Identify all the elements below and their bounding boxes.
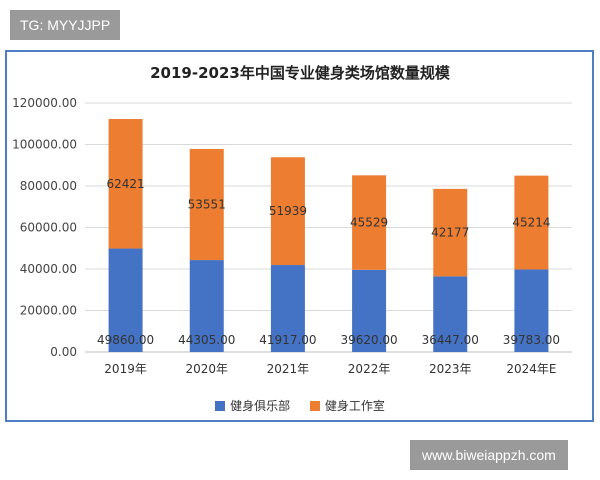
bar-club [189,260,224,352]
bar-studio [108,119,143,249]
bar-club [514,269,549,352]
legend-item-studio: 健身工作室 [309,397,385,414]
chart-title: 2019-2023年中国专业健身类场馆数量规模 [150,64,450,82]
y-tick-label: 120000.00 [12,96,77,110]
y-tick-label: 100000.00 [12,138,77,152]
y-tick-label: 0.00 [50,345,77,359]
y-tick-label: 20000.00 [20,304,77,318]
x-tick-label: 2019年 [104,362,147,376]
data-label-club: 44305.00 [178,333,235,347]
bar-club [108,248,143,352]
bar-studio [189,148,224,261]
bar-studio [433,188,468,277]
bar-club [352,269,387,352]
x-tick-label: 2023年 [429,362,472,376]
url-badge: www.biweiappzh.com [410,440,568,470]
data-label-club: 39620.00 [340,333,397,347]
data-label-studio: 51939 [269,204,307,218]
data-label-club: 41917.00 [259,333,316,347]
data-label-studio: 62421 [106,177,144,191]
bar-studio [270,157,305,266]
legend-label-studio: 健身工作室 [324,399,385,413]
data-label-studio: 45214 [512,216,550,230]
legend-swatch-club [215,400,226,411]
legend-swatch-studio [309,400,320,411]
x-tick-label: 2021年 [267,362,310,376]
data-label-studio: 45529 [350,216,388,230]
data-label-studio: 53551 [188,198,226,212]
tag-badge: TG: MYYJJPP [10,10,121,40]
y-tick-label: 80000.00 [20,179,77,193]
legend-item-club: 健身俱乐部 [215,397,290,414]
bar-studio [514,175,549,270]
chart-legend: 健身俱乐部 健身工作室 [0,397,600,414]
y-tick-label: 40000.00 [20,262,77,276]
data-label-club: 39783.00 [503,333,560,347]
bar-club [433,276,468,352]
bar-club [270,265,305,352]
bar-studio [352,175,387,270]
x-tick-label: 2022年 [348,362,391,376]
data-label-club: 36447.00 [422,333,479,347]
data-label-club: 49860.00 [97,333,154,347]
y-tick-label: 60000.00 [20,221,77,235]
legend-label-club: 健身俱乐部 [230,399,291,413]
x-tick-label: 2020年 [185,362,228,376]
data-label-studio: 42177 [431,226,469,240]
x-tick-label: 2024年E [506,362,556,376]
